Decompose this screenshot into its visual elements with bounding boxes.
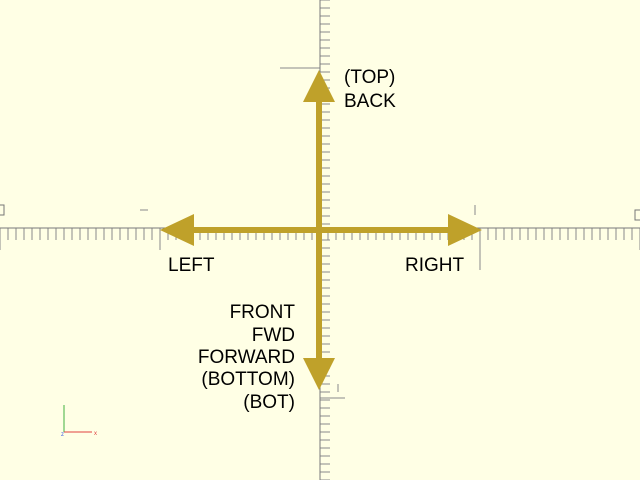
label-top: (TOP) xyxy=(344,67,396,88)
label-back: BACK xyxy=(344,91,396,112)
label-right: RIGHT xyxy=(405,255,465,276)
edge-marker-left xyxy=(0,204,5,216)
arrow-head-down xyxy=(303,358,335,390)
edge-marker-right xyxy=(634,209,640,221)
direction-arrows xyxy=(160,70,482,390)
gizmo-z-label: z xyxy=(61,432,64,438)
xyz-axes-icon: z x xyxy=(61,405,97,438)
label-bot: (BOT) xyxy=(243,392,295,413)
arrow-head-up xyxy=(303,70,335,102)
label-left: LEFT xyxy=(168,255,215,276)
arrow-head-left xyxy=(160,214,194,246)
label-fwd: FWD xyxy=(251,325,295,346)
label-front: FRONT xyxy=(229,302,295,323)
gizmo-x-label: x xyxy=(94,431,97,437)
label-bottom: (BOTTOM) xyxy=(201,369,295,390)
arrow-head-right xyxy=(448,214,482,246)
label-forward: FORWARD xyxy=(197,347,295,368)
